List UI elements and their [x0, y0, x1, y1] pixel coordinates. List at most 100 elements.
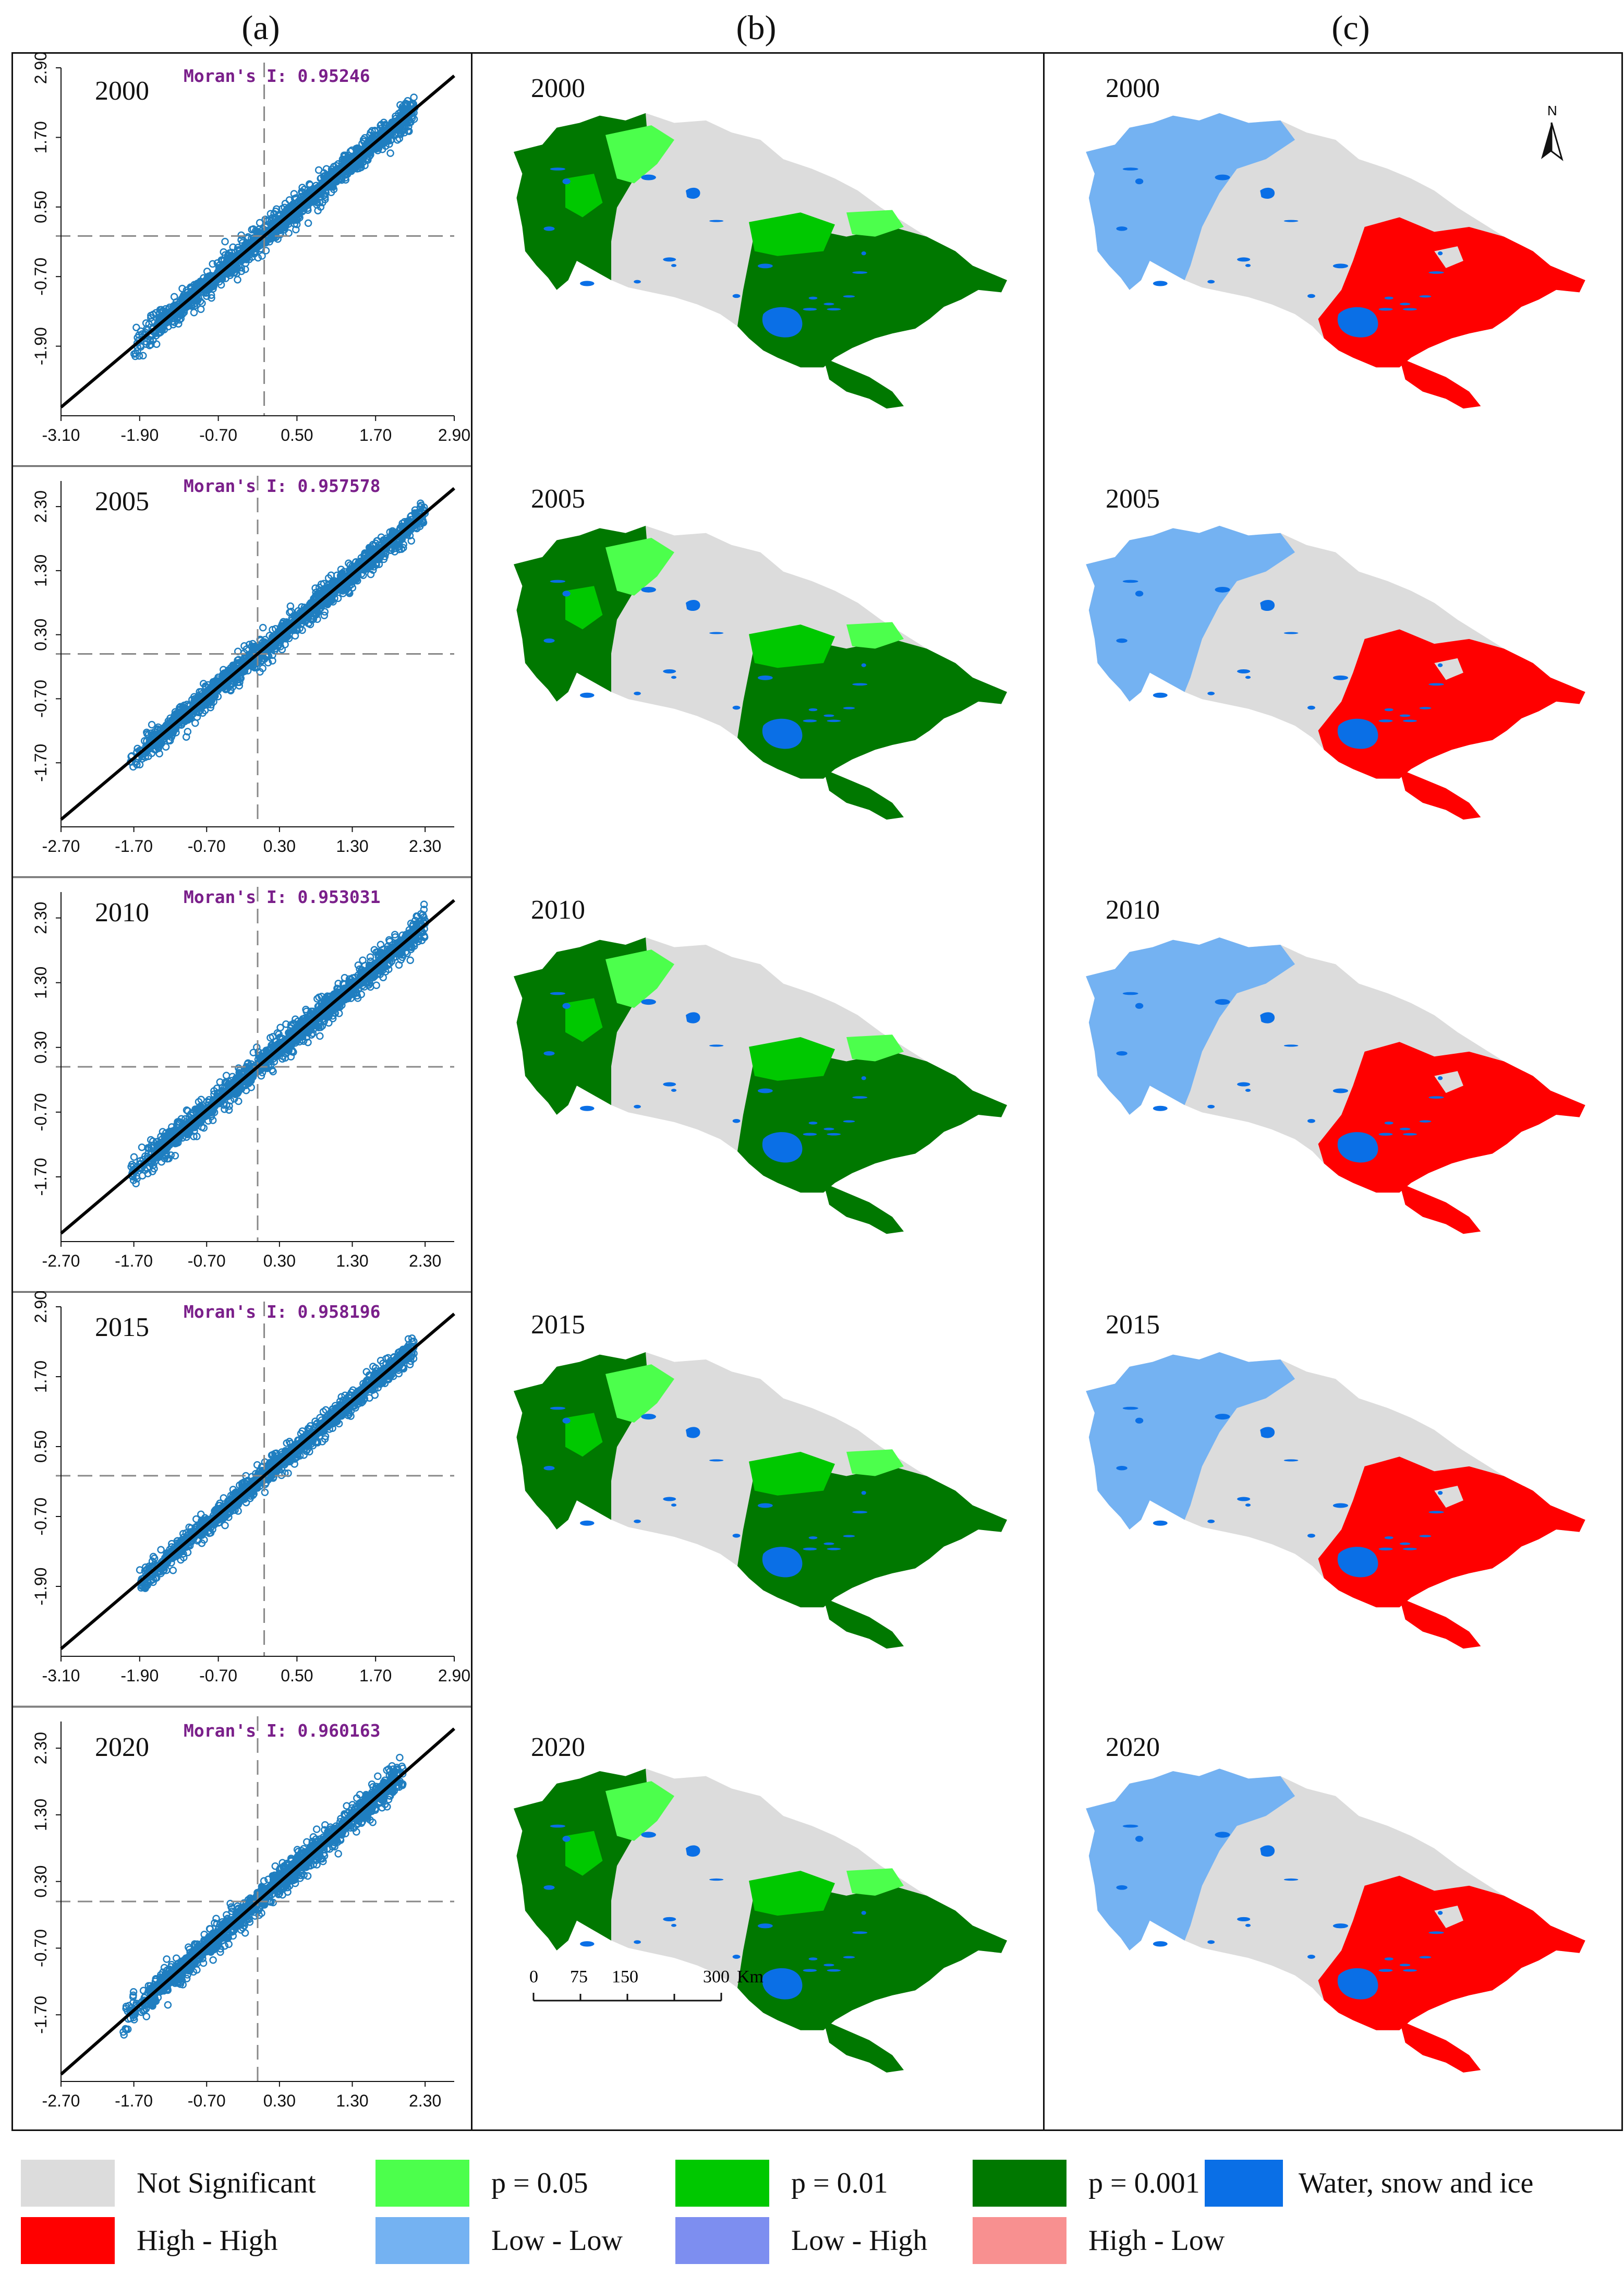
- scatter-point: [335, 1009, 343, 1017]
- scatter-point: [290, 612, 298, 620]
- x-tick-label: 1.30: [336, 1251, 368, 1270]
- scatter-point: [306, 620, 314, 629]
- scatter-point: [259, 664, 266, 672]
- scatter-point: [234, 275, 241, 284]
- year-label: 2000: [95, 76, 149, 106]
- y-tick-label: -1.70: [31, 744, 50, 782]
- scatter-point: [228, 683, 237, 691]
- scatter-panel-2000: -3.10 -1.90 -0.70 0.50 1.70 2.90 -1.90 -0.70 0.5…: [11, 52, 472, 465]
- scatter-point: [304, 1014, 311, 1022]
- scatter-point: [203, 687, 211, 695]
- x-tick-label: -3.10: [42, 426, 80, 444]
- scatter-point: [129, 1176, 138, 1184]
- scatter-point: [328, 597, 336, 605]
- scatter-point: [320, 611, 329, 620]
- scatter-point: [403, 949, 411, 958]
- scatter-point: [385, 936, 393, 944]
- y-tick-label: 1.70: [31, 121, 50, 153]
- regression-line: [60, 899, 455, 1235]
- scatter-point: [175, 320, 183, 328]
- scatter-points: [127, 900, 429, 1188]
- scatter-point: [209, 260, 216, 268]
- scatter-point: [334, 594, 342, 603]
- scatter-point: [169, 1567, 177, 1574]
- scatter-point: [316, 1032, 324, 1040]
- x-tick-label: -2.70: [42, 1251, 80, 1270]
- scatter-point: [313, 995, 321, 1003]
- scatter-point: [262, 247, 270, 255]
- scatter-point: [367, 570, 375, 579]
- scatter-point: [281, 1054, 289, 1062]
- scatter-point: [298, 184, 306, 191]
- scatter-point: [401, 129, 408, 137]
- scatter-point: [222, 1072, 231, 1079]
- y-tick-label: -0.70: [31, 1093, 50, 1131]
- scatter-point: [167, 1151, 175, 1159]
- scatter-point: [378, 950, 386, 958]
- scatter-point: [395, 1369, 403, 1378]
- scatter-point: [197, 305, 205, 314]
- x-tick-label: 1.70: [359, 426, 392, 444]
- scatter-point: [420, 900, 428, 908]
- scatter-point: [131, 1166, 140, 1174]
- year-label: 2010: [95, 898, 149, 928]
- y-tick-label: -1.90: [31, 327, 50, 365]
- scatter-point: [137, 342, 144, 350]
- scatter-point: [321, 196, 329, 203]
- scatter-point: [190, 1133, 198, 1140]
- scatter-point: [261, 215, 269, 223]
- x-tick-label: -0.70: [188, 1251, 226, 1270]
- regression-line: [60, 487, 455, 821]
- scatter-point: [221, 237, 229, 246]
- scatter-point: [172, 713, 180, 720]
- scatter-point: [406, 956, 414, 964]
- scatter-point: [407, 537, 415, 545]
- row-divider: [11, 1291, 472, 1293]
- scatter-point: [159, 1128, 167, 1136]
- scatter-point: [240, 642, 248, 650]
- scatter-point: [371, 1364, 380, 1372]
- scatter-point: [398, 104, 406, 112]
- moran-scatter-2010: -2.70 -1.70 -0.70 0.30 1.30 2.30-1.70-0.700.3…: [31, 887, 455, 1270]
- moran-i-label: Moran's I: 0.957578: [184, 476, 381, 496]
- scatter-point: [350, 575, 357, 583]
- scatter-point: [190, 308, 198, 317]
- scatter-point: [420, 906, 428, 913]
- scatter-point: [135, 331, 143, 339]
- scatter-point: [398, 953, 406, 961]
- y-tick-label: -0.70: [31, 258, 50, 296]
- scatter-point: [245, 641, 253, 648]
- scatter-point: [154, 742, 162, 749]
- scatter-point: [169, 728, 177, 736]
- scatter-point: [405, 127, 413, 135]
- scatter-point: [171, 1152, 179, 1160]
- scatter-point: [302, 1007, 310, 1015]
- year-label: 2005: [95, 487, 149, 516]
- scatter-point: [317, 1024, 325, 1031]
- scatter-point: [263, 1065, 271, 1073]
- scatter-point: [142, 325, 151, 333]
- x-tick-label: 2.30: [409, 837, 441, 856]
- x-tick-label: -1.70: [115, 837, 153, 856]
- scatter-point: [152, 309, 160, 317]
- scatter-point: [194, 694, 202, 702]
- scatter-point: [223, 1101, 231, 1109]
- y-tick-label: 1.30: [31, 967, 50, 999]
- moran-i-label: Moran's I: 0.95246: [184, 66, 370, 86]
- panel-label-c: (c): [1331, 9, 1370, 47]
- scatter-point: [184, 728, 192, 736]
- scatter-point: [258, 252, 266, 260]
- scatter-point: [235, 682, 244, 690]
- scatter-point: [178, 284, 186, 293]
- scatter-point: [420, 913, 428, 921]
- y-tick-label: -0.70: [31, 680, 50, 718]
- x-tick-label: -0.70: [199, 426, 237, 444]
- scatter-point: [204, 701, 212, 708]
- scatter-point: [155, 750, 163, 757]
- scatter-point: [269, 1033, 277, 1041]
- y-tick-label: 0.30: [31, 1031, 50, 1064]
- scatter-point: [386, 149, 394, 157]
- scatter-point: [208, 294, 215, 302]
- scatter-point: [253, 1043, 261, 1051]
- y-tick-label: 2.30: [31, 490, 50, 523]
